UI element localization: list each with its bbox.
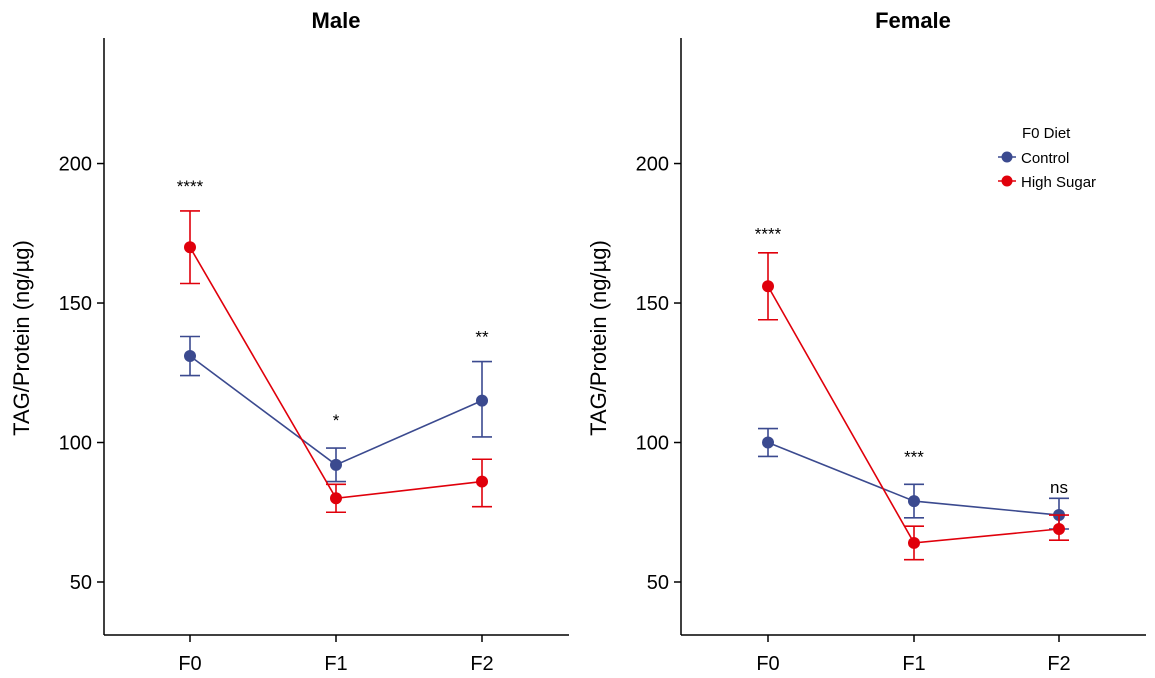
x-tick-label-f2: F2 [470,653,493,675]
series-layer [180,210,492,514]
x-ticks: F0 F1 F2 [756,635,1071,675]
y-tick-label: 100 [59,433,92,455]
significance-label: * [333,411,340,430]
legend-label-high-sugar: High Sugar [1021,174,1096,191]
y-tick-label: 50 [70,572,92,594]
data-point-high-sugar-f0 [762,280,774,293]
data-point-control-f0 [762,436,774,449]
legend-entry-high-sugar: High Sugar [998,174,1096,191]
y-ticks: 50 100 150 200 [636,154,681,594]
data-point-control-f2 [476,394,488,407]
series-high-sugar [758,252,1069,561]
legend-title: F0 Diet [1022,125,1071,142]
significance-label: ns [1050,478,1068,497]
series-high-sugar [180,210,492,514]
data-point-high-sugar-f2 [476,475,488,488]
x-ticks: F0 F1 F2 [178,635,494,675]
annotations: *******ns [755,224,1068,497]
legend-marker-control [1001,151,1013,163]
y-tick-label: 200 [59,154,92,176]
significance-label: **** [177,177,204,196]
series-layer [758,252,1069,561]
y-tick-label: 200 [636,154,669,176]
x-tick-label-f1: F1 [324,653,347,675]
y-axis-label: TAG/Protein (ng/µg) [586,240,611,436]
significance-label: *** [904,447,924,466]
y-tick-label: 100 [636,433,669,455]
data-point-high-sugar-f2 [1053,522,1065,535]
legend-marker-high-sugar [1001,175,1013,187]
x-tick-label-f0: F0 [756,653,779,675]
legend-label-control: Control [1021,150,1069,167]
y-tick-label: 50 [647,572,669,594]
x-tick-label-f1: F1 [902,653,925,675]
data-point-control-f0 [184,350,196,363]
series-control [180,335,492,483]
x-tick-label-f0: F0 [178,653,201,675]
y-tick-label: 150 [636,293,669,315]
series-control [758,427,1069,530]
data-point-control-f1 [908,495,920,508]
annotations: ******* [177,177,489,430]
y-axis-label: TAG/Protein (ng/µg) [9,240,34,436]
data-point-high-sugar-f1 [330,492,342,505]
legend: F0 Diet Control High Sugar [998,125,1096,191]
panel-female: Female TAG/Protein (ng/µg) 50 100 150 200 F… [586,8,1146,675]
significance-label: ** [475,328,489,347]
y-tick-label: 150 [59,293,92,315]
panel-title: Female [875,8,951,33]
y-ticks: 50 100 150 200 [59,154,104,594]
data-point-high-sugar-f0 [184,241,196,254]
data-point-control-f1 [330,458,342,471]
data-point-high-sugar-f1 [908,536,920,549]
panel-title: Male [312,8,361,33]
x-tick-label-f2: F2 [1047,653,1070,675]
significance-label: **** [755,224,782,243]
legend-entry-control: Control [998,150,1069,167]
